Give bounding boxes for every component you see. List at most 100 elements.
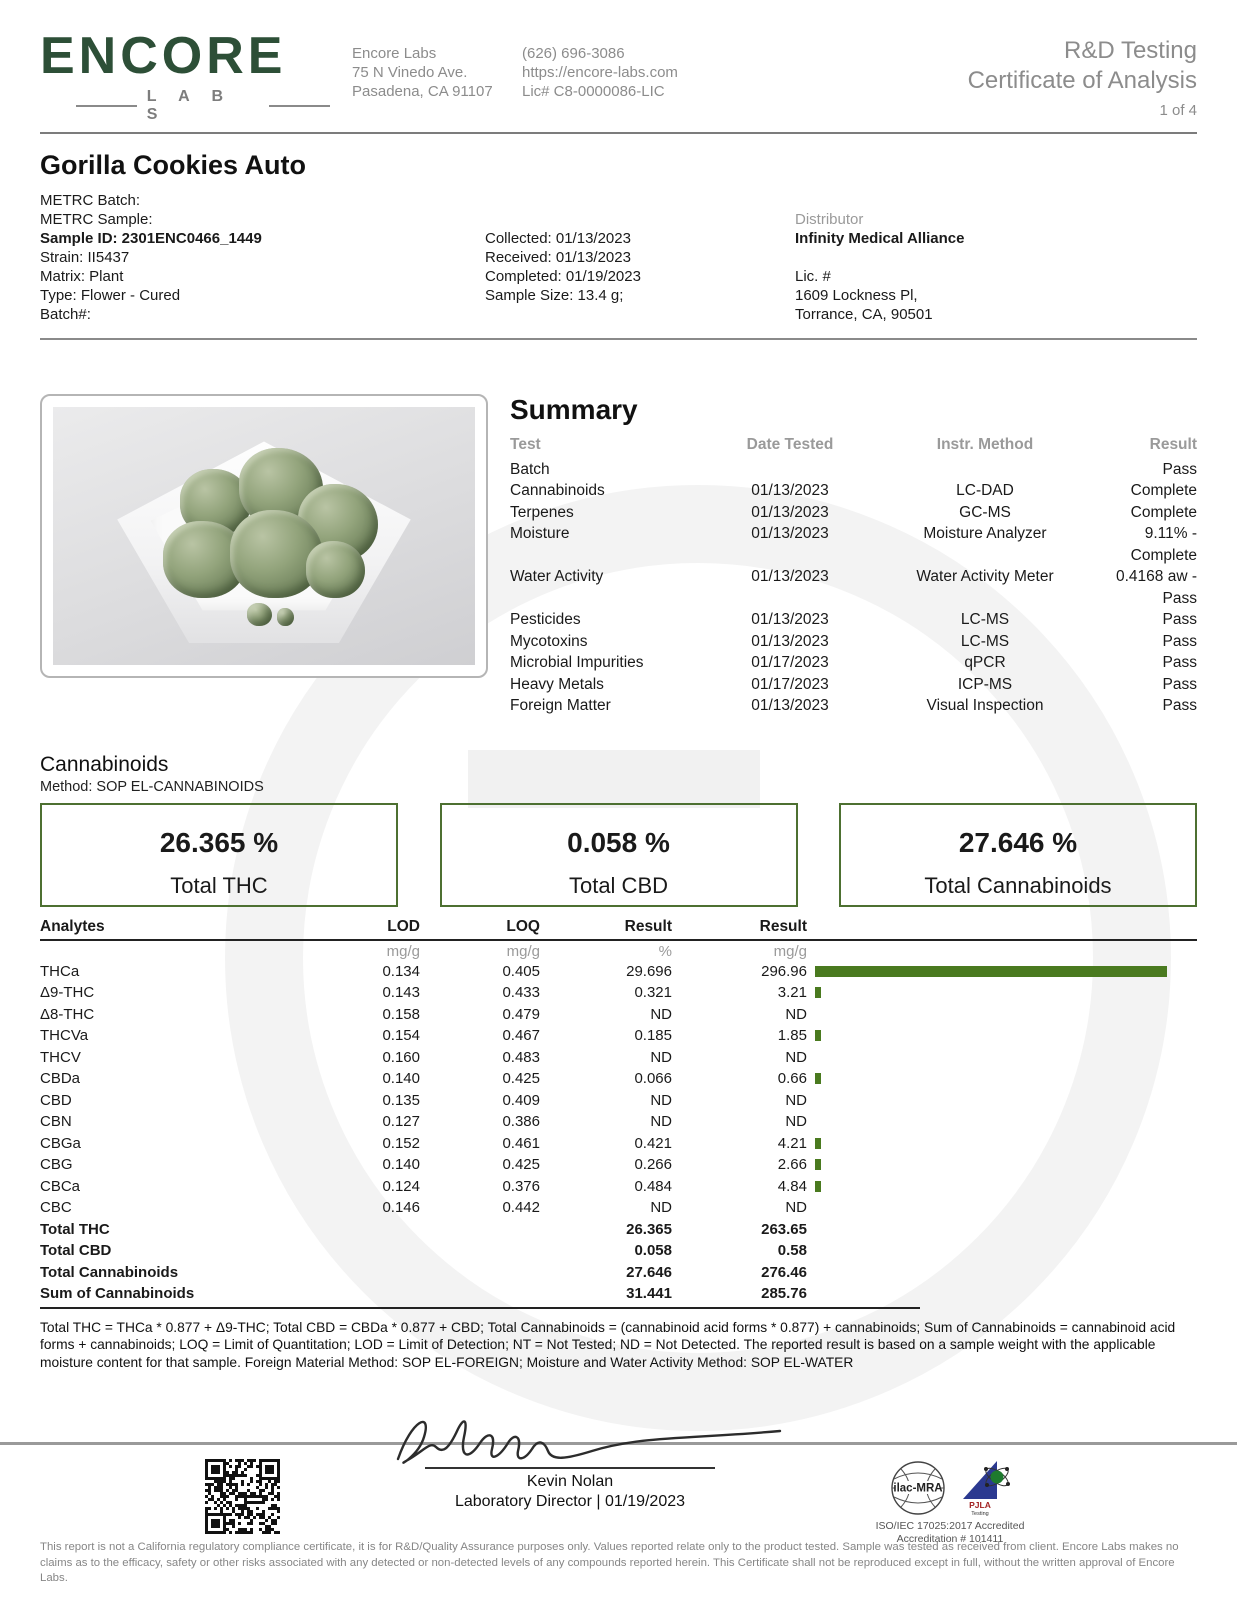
summary-cell (870, 459, 1100, 481)
summary-cell: Heavy Metals (510, 675, 604, 693)
totals-cell: Sum of Cannabinoids (40, 1285, 195, 1302)
summary-cell: Moisture (510, 525, 570, 542)
signature-block: Kevin Nolan Laboratory Director | 01/19/… (380, 1420, 782, 1511)
text-line: Sample ID: 2301ENC0466_1449 (40, 230, 262, 247)
flower-bud (230, 510, 324, 598)
summary-cell: Pass (1162, 675, 1197, 693)
pjla-sub-text: Testing (971, 1511, 988, 1517)
analyte-cell: 0.135 (382, 1091, 420, 1109)
logo-labs-line: L A B S (40, 88, 331, 124)
summary-cell: Complete (1130, 482, 1197, 499)
analyte-cell: 0.140 (382, 1070, 420, 1087)
analyte-cell: 0.405 (502, 962, 540, 980)
result-bar (815, 965, 1167, 977)
analyte-cell: 0.266 (634, 1156, 672, 1173)
summary-cell: Pass (1162, 632, 1197, 650)
result-bar (815, 1137, 821, 1149)
analyte-cell: 0.124 (382, 1177, 420, 1195)
summary-cell: 01/13/2023 (751, 503, 829, 521)
distributor-lines: Lic. # 1609 Lockness Pl, Torrance, CA, 905… (795, 267, 1125, 324)
sample-fields-middle: Collected: 01/13/2023 Received: 01/13/202… (485, 191, 795, 324)
analyte-cell: ND (650, 1113, 672, 1130)
analyte-cell: 0.140 (382, 1156, 420, 1173)
total-box-label: Total CBD (568, 872, 669, 898)
analyte-cell: ND (650, 1048, 672, 1066)
analyte-cell: 296.96 (761, 962, 807, 980)
analyte-cell: Δ9-THC (40, 984, 95, 1001)
analyte-cell: 29.696 (626, 962, 672, 980)
analyte-cell: CBG (40, 1156, 73, 1173)
summary-heading: Summary (510, 394, 638, 425)
summary-row: Water Activity 01/13/2023 Water Activity M… (510, 566, 1197, 609)
footer: Kevin Nolan Laboratory Director | 01/19/… (0, 1420, 1237, 1584)
analyte-cell: 0.146 (382, 1199, 420, 1216)
summary-cell: 01/13/2023 (751, 568, 829, 585)
analyte-cell: ND (785, 1113, 807, 1130)
analyte-cell: 0.425 (502, 1156, 540, 1173)
analyte-cell: 0.154 (382, 1027, 420, 1044)
analyte-cell: CBC (40, 1199, 72, 1216)
totals-row: Total CBD 0.058 0.58 (40, 1240, 1197, 1262)
signer-name: Kevin Nolan (526, 1472, 614, 1490)
sample-photo (53, 407, 475, 665)
col-result-mgg: Result (759, 917, 807, 935)
analyte-cell: 0.409 (502, 1091, 540, 1109)
accreditation-block: ilac-MRA PJLA Testing ISO/IEC 17025:2017… (845, 1455, 1055, 1546)
analyte-row: CBDa 0.140 0.425 0.066 0.66 (40, 1068, 1197, 1090)
summary-cell (710, 459, 870, 481)
total-box-value: 27.646 % (958, 826, 1078, 858)
cannabinoid-total-boxes: 26.365 % Total THC 0.058 % Total CBD 27.646 … (40, 802, 1197, 907)
col-loq: LOQ (506, 917, 540, 935)
header-divider (40, 132, 1197, 134)
analyte-cell: CBD (40, 1091, 72, 1109)
analyte-cell: 0.321 (634, 984, 672, 1001)
total-box-value: 0.058 % (567, 826, 670, 858)
result-bar-cell (807, 987, 1197, 999)
analyte-cell: THCV (40, 1048, 81, 1066)
analyte-row: Δ8-THC 0.158 0.479 ND ND (40, 1004, 1197, 1026)
text-line: 75 N Vinedo Ave. (352, 64, 468, 81)
analyte-cell: 0.421 (634, 1134, 672, 1152)
summary-cell: 01/13/2023 (751, 697, 829, 714)
summary-row: Microbial Impurities 01/17/2023 qPCR Pass (510, 652, 1197, 674)
text-line: Encore Labs (352, 45, 437, 62)
summary-col-date: Date Tested (746, 436, 834, 453)
accreditation-lines: ISO/IEC 17025:2017 Accredited Accreditati… (845, 1520, 1055, 1546)
analyte-cell: 0.066 (634, 1070, 672, 1087)
summary-cell: Pass (1162, 611, 1197, 628)
table-bottom-border (40, 1306, 920, 1309)
summary-cell: Visual Inspection (926, 697, 1044, 714)
lab-address: Encore Labs 75 N Vinedo Ave. Pasadena, CA … (352, 44, 522, 101)
analyte-cell: 0.433 (502, 984, 540, 1001)
analyte-cell: THCa (40, 962, 80, 980)
text-line: Completed: 01/19/2023 (485, 268, 641, 285)
sample-title: Gorilla Cookies Auto (40, 150, 307, 180)
summary-cell: Terpenes (510, 503, 574, 521)
analytes-table: Analytes LOD LOQ Result Result mg/g mg/g… (40, 917, 1197, 1309)
summary-table-body: Batch Pass Cannabinoids 01/13/2023 LC-DAD Com… (510, 459, 1197, 717)
summary-row: Batch Pass (510, 459, 1197, 481)
summary-cell: 01/17/2023 (751, 654, 829, 671)
report-disclaimer: This report is not a California regulato… (40, 1541, 1179, 1585)
analyte-cell: 0.483 (502, 1048, 540, 1066)
totals-cell: Total THC (40, 1220, 110, 1238)
unit-result-pct: % (658, 942, 672, 960)
summary-cell: Pesticides (510, 611, 581, 628)
flower-bud (306, 541, 366, 598)
summary-cell: 01/13/2023 (751, 632, 829, 650)
summary-cell: Cannabinoids (510, 482, 605, 499)
summary-cell: qPCR (964, 654, 1006, 671)
text-line: ISO/IEC 17025:2017 Accredited (875, 1520, 1025, 1532)
unit-lod: mg/g (386, 942, 420, 960)
signature-handwriting (396, 1420, 782, 1464)
analyte-cell: 0.127 (382, 1113, 420, 1130)
summary-cell: Moisture Analyzer (923, 525, 1047, 542)
summary-cell: Batch (510, 460, 550, 478)
logo-wordmark: ENCORE (40, 27, 287, 85)
totals-cell: 31.441 (626, 1285, 672, 1302)
totals-cell: 276.46 (761, 1263, 807, 1281)
total-box-label: Total Cannabinoids (924, 872, 1112, 898)
summary-row: Mycotoxins 01/13/2023 LC-MS Pass (510, 631, 1197, 653)
analyte-cell: 0.376 (502, 1177, 540, 1195)
analyte-cell: 1.85 (777, 1027, 807, 1044)
